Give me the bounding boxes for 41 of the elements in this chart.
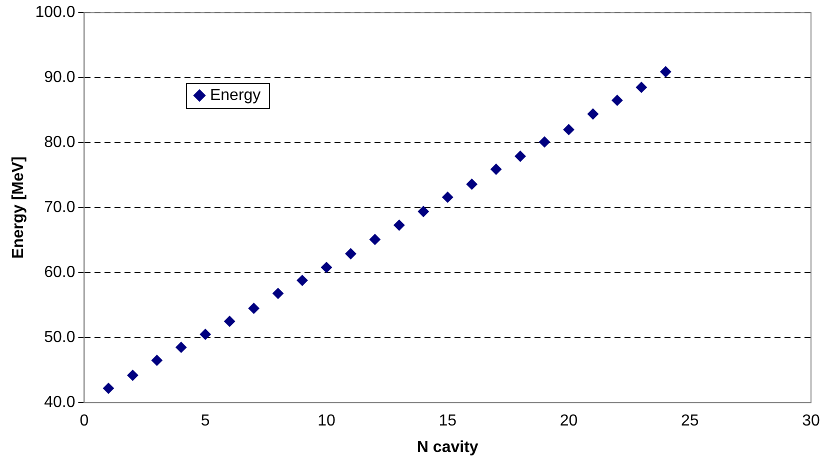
point <box>272 288 284 299</box>
point <box>151 354 162 366</box>
y-tick-label: 70.0 <box>44 199 76 216</box>
point <box>612 94 623 106</box>
legend-label: Energy <box>210 86 261 105</box>
x-tick-label: 20 <box>560 412 578 430</box>
point <box>102 382 114 394</box>
y-tick-label: 100.0 <box>35 4 76 22</box>
point <box>320 262 332 273</box>
y-tick-label: 50.0 <box>44 329 76 346</box>
point <box>394 220 405 231</box>
point <box>127 370 138 381</box>
y-tick-label: 80.0 <box>44 134 76 152</box>
x-tick-label: 30 <box>802 412 820 430</box>
y-tick-label: 40.0 <box>44 394 76 412</box>
point <box>248 302 260 314</box>
point <box>490 164 502 175</box>
x-tick-label: 5 <box>200 412 210 430</box>
point <box>563 124 574 136</box>
x-tick-label: 25 <box>680 412 699 430</box>
point <box>200 328 211 340</box>
point <box>442 192 454 203</box>
point <box>418 206 429 217</box>
y-tick-label: 90.0 <box>44 69 76 86</box>
point <box>369 234 380 245</box>
x-tick-label: 15 <box>438 412 457 430</box>
x-axis-title: N cavity <box>416 438 478 456</box>
point <box>539 136 550 148</box>
point <box>466 178 478 190</box>
point <box>636 82 647 93</box>
point <box>176 342 187 353</box>
point <box>587 108 598 120</box>
point <box>345 248 356 260</box>
point <box>296 274 308 286</box>
x-tick-label: 0 <box>80 412 89 430</box>
y-axis-title: Energy [MeV] <box>10 156 28 259</box>
point <box>660 66 672 78</box>
y-tick-label: 60.0 <box>44 264 76 282</box>
x-tick-label: 10 <box>318 412 336 430</box>
point <box>514 150 526 162</box>
point <box>224 316 236 327</box>
